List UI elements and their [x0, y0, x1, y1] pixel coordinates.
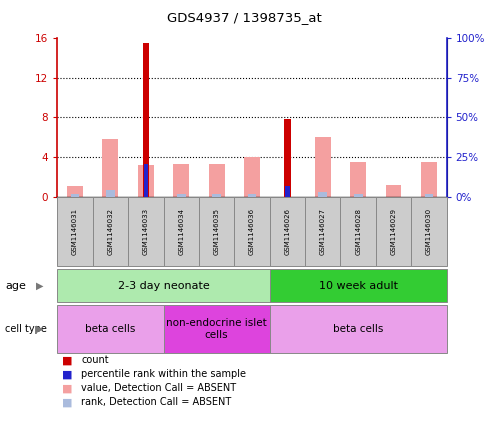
- Text: GSM1146032: GSM1146032: [107, 208, 113, 255]
- Bar: [376, 197, 411, 266]
- Bar: [284, 119, 290, 197]
- Bar: [248, 194, 256, 197]
- Text: GSM1146026: GSM1146026: [284, 208, 290, 255]
- Bar: [57, 305, 164, 353]
- Text: value, Detection Call = ABSENT: value, Detection Call = ABSENT: [81, 383, 237, 393]
- Bar: [425, 194, 433, 197]
- Text: GSM1146034: GSM1146034: [178, 208, 184, 255]
- Bar: [318, 192, 327, 197]
- Bar: [421, 162, 437, 197]
- Bar: [199, 197, 235, 266]
- Bar: [305, 197, 340, 266]
- Bar: [57, 269, 269, 302]
- Bar: [235, 197, 269, 266]
- Bar: [269, 197, 305, 266]
- Bar: [350, 162, 366, 197]
- Text: GSM1146028: GSM1146028: [355, 208, 361, 255]
- Bar: [386, 185, 402, 197]
- Bar: [212, 194, 221, 197]
- Bar: [285, 187, 289, 197]
- Bar: [71, 194, 79, 197]
- Text: beta cells: beta cells: [85, 324, 136, 334]
- Bar: [340, 197, 376, 266]
- Text: beta cells: beta cells: [333, 324, 383, 334]
- Bar: [102, 139, 118, 197]
- Bar: [269, 269, 447, 302]
- Text: ▶: ▶: [36, 324, 43, 334]
- Bar: [164, 197, 199, 266]
- Bar: [106, 190, 115, 197]
- Bar: [138, 165, 154, 197]
- Text: ■: ■: [62, 383, 73, 393]
- Text: ■: ■: [62, 397, 73, 407]
- Bar: [269, 305, 447, 353]
- Bar: [144, 164, 148, 197]
- Text: cell type: cell type: [5, 324, 47, 334]
- Bar: [143, 43, 149, 197]
- Text: GSM1146033: GSM1146033: [143, 208, 149, 255]
- Text: count: count: [81, 355, 109, 365]
- Bar: [173, 164, 189, 197]
- Text: 10 week adult: 10 week adult: [319, 280, 398, 291]
- Text: GSM1146036: GSM1146036: [249, 208, 255, 255]
- Text: 2-3 day neonate: 2-3 day neonate: [118, 280, 210, 291]
- Text: GSM1146031: GSM1146031: [72, 208, 78, 255]
- Text: GSM1146030: GSM1146030: [426, 208, 432, 255]
- Text: ■: ■: [62, 355, 73, 365]
- Bar: [93, 197, 128, 266]
- Text: percentile rank within the sample: percentile rank within the sample: [81, 369, 247, 379]
- Text: ■: ■: [62, 369, 73, 379]
- Bar: [177, 194, 186, 197]
- Bar: [128, 197, 164, 266]
- Text: age: age: [5, 280, 26, 291]
- Text: non-endocrine islet
cells: non-endocrine islet cells: [166, 318, 267, 340]
- Bar: [354, 194, 363, 197]
- Text: GSM1146027: GSM1146027: [320, 208, 326, 255]
- Bar: [315, 137, 331, 197]
- Text: GSM1146029: GSM1146029: [391, 208, 397, 255]
- Text: GDS4937 / 1398735_at: GDS4937 / 1398735_at: [167, 11, 322, 24]
- Text: ▶: ▶: [36, 280, 43, 291]
- Bar: [57, 197, 93, 266]
- Bar: [67, 186, 83, 197]
- Text: GSM1146035: GSM1146035: [214, 208, 220, 255]
- Bar: [411, 197, 447, 266]
- Bar: [164, 305, 269, 353]
- Text: rank, Detection Call = ABSENT: rank, Detection Call = ABSENT: [81, 397, 232, 407]
- Bar: [244, 157, 260, 197]
- Bar: [209, 164, 225, 197]
